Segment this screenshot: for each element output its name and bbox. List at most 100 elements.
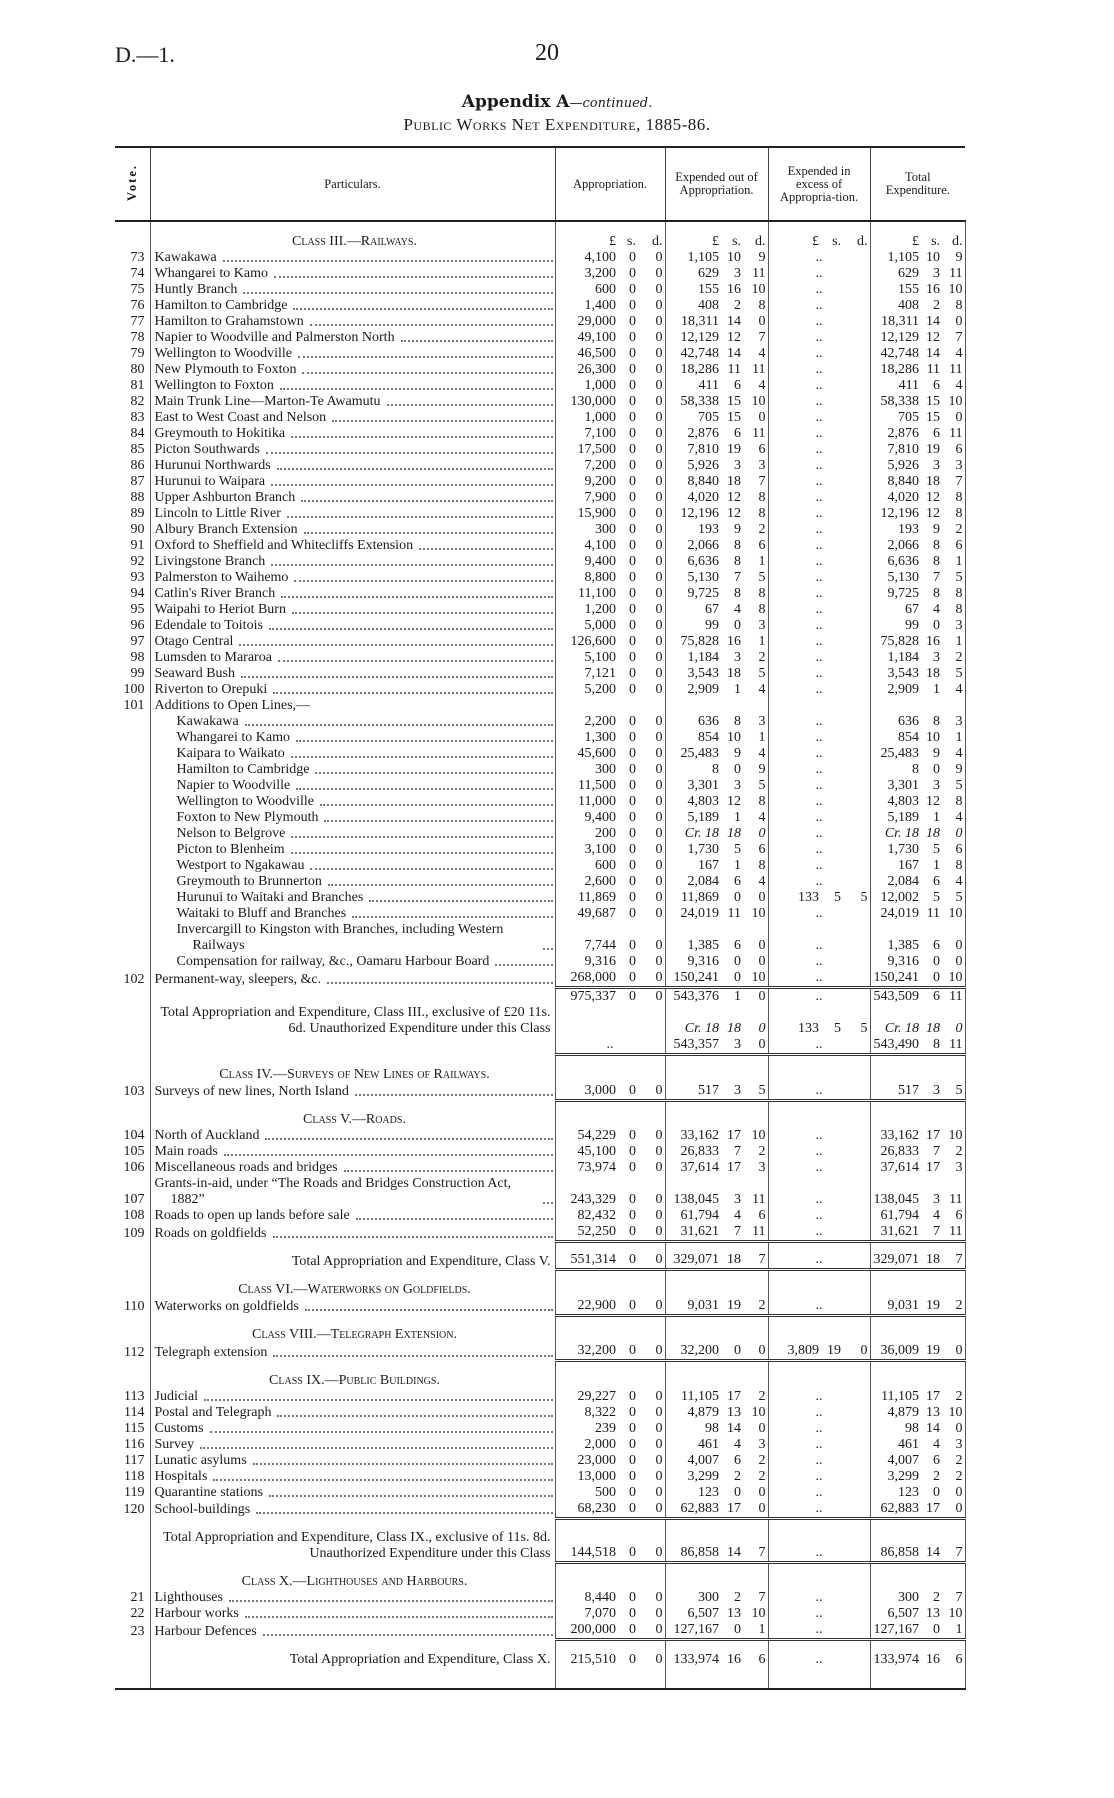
total-shillings: 11: [926, 362, 941, 377]
appropriation-pence: 0: [639, 778, 666, 794]
appropriation-pence: 0: [639, 858, 666, 874]
appropriation-pence: 0: [639, 1297, 666, 1315]
appropriation-pence: 0: [639, 970, 666, 988]
class-heading-row: Class X.—Lighthouses and Harbours.: [115, 1560, 966, 1590]
particulars: Total Appropriation and Expenditure, Cla…: [149, 1518, 556, 1562]
particulars-text: North of Auckland: [154, 1128, 260, 1143]
excess-nil: ..: [768, 1436, 871, 1453]
total-pence: 3: [943, 458, 966, 474]
particulars-text: Albury Branch Extension: [154, 522, 298, 537]
expended-pence: 0: [744, 410, 769, 426]
vote-number: 98: [130, 650, 145, 665]
dot-leader: [279, 388, 553, 390]
excess-nil: ..: [768, 1468, 871, 1485]
appropriation-pounds: 4,100: [584, 538, 617, 553]
expended-pounds: 193: [698, 522, 720, 537]
expended-shillings: 0: [734, 1343, 742, 1358]
expended-pounds: 42,748: [680, 346, 720, 361]
excess-nil: ..: [768, 618, 871, 634]
appropriation-shillings: 0: [629, 954, 636, 969]
excess-nil: ..: [768, 1037, 871, 1055]
total-pounds: 58,338: [880, 394, 920, 409]
excess-nil: ..: [768, 842, 871, 858]
table-row: Westport to Ngakawau 600 0 0 167 1 8.. 167 1 8: [115, 858, 966, 874]
particulars-text: Waipahi to Heriot Burn: [154, 602, 286, 617]
excess-nil: ..: [768, 1606, 871, 1622]
particulars-text: Upper Ashburton Branch: [154, 490, 296, 505]
excess-nil: ..: [768, 922, 871, 954]
total-shillings: 18: [922, 1240, 944, 1270]
particulars-text: Class X.—Lighthouses and Harbours.: [241, 1574, 468, 1589]
expended-pence: 2: [744, 1144, 769, 1160]
vote-number: [115, 1270, 150, 1298]
vote-number: 102: [123, 971, 145, 987]
excess-nil: ..: [768, 650, 871, 666]
expended-shillings: 12: [727, 490, 742, 505]
appropriation-pence: 0: [639, 714, 666, 730]
appropriation-pence: 0: [639, 362, 666, 378]
expended-shillings: 8: [734, 714, 742, 729]
expended-shillings: 18: [727, 826, 742, 841]
total-pounds: 1,730: [887, 842, 920, 857]
particulars-line: Nelson to Belgrove: [155, 826, 555, 842]
expended-pence: 5: [744, 570, 769, 586]
vote-number: 87: [130, 474, 145, 489]
appropriation-pounds: 3,000: [584, 1082, 617, 1098]
expended-pence: 4: [744, 746, 769, 762]
expended-pence: 4: [744, 378, 769, 394]
dot-leader: [265, 452, 553, 454]
total-pence: 8: [943, 858, 966, 874]
vote-number: 103: [123, 1084, 145, 1099]
particulars-line: Waterworks on goldfields: [155, 1299, 555, 1315]
appropriation-shillings: 0: [629, 666, 636, 681]
total-shillings: 18: [926, 474, 941, 489]
total-shillings: 8: [933, 714, 941, 729]
total-unit-p: £: [912, 234, 920, 249]
total-pence: 0: [943, 1420, 966, 1437]
expended-pounds: 300: [698, 1590, 720, 1605]
total-pounds: 3,543: [887, 666, 920, 681]
total-pence: 2: [943, 522, 966, 538]
table-row: 105 Main roads 45,100 0 0 26,833 7 2.. 26,833 7 2: [115, 1144, 966, 1160]
dot-leader: [222, 260, 553, 262]
expended-pounds: 2,876: [687, 426, 720, 441]
dot-leader: [239, 644, 553, 646]
expended-pounds: 99: [705, 618, 720, 633]
table-row: 88 Upper Ashburton Branch 7,900 0 0 4,020 12 8.…: [115, 490, 966, 506]
expended-pence: 9: [744, 250, 769, 266]
total-shillings: 8: [933, 538, 941, 553]
particulars: Postal and Telegraph: [149, 1404, 556, 1421]
excess-nil: ..: [768, 1160, 871, 1176]
particulars: Hurunui to Waitaki and Branches: [149, 890, 556, 906]
total-pence: 9: [943, 250, 966, 266]
particulars-line: Oxford to Sheffield and Whitecliffs Exte…: [155, 538, 555, 554]
vote-number: 23: [130, 1623, 145, 1639]
total-shillings: 6: [933, 378, 941, 393]
appropriation-pence: 0: [639, 1436, 666, 1453]
expended-pounds: 7,810: [687, 442, 720, 457]
appropriation-pence: 0: [639, 1500, 666, 1518]
total-shillings: 3: [933, 1192, 941, 1207]
total-pounds: 4,020: [887, 490, 920, 505]
table-row: 117 Lunatic asylums 23,000 0 0 4,007 6 2.. 4,007…: [115, 1452, 966, 1469]
total-shillings: 9: [933, 522, 941, 537]
appropriation-pence: 0: [639, 298, 666, 314]
appropriation-shillings: 0: [629, 778, 636, 793]
expended-shillings: 7: [734, 1144, 742, 1159]
particulars-line: Livingstone Branch: [155, 554, 555, 570]
particulars-line: North of Auckland: [155, 1128, 555, 1144]
appropriation-pounds: 2,600: [584, 874, 617, 889]
particulars-text: Hurunui Northwards: [154, 458, 271, 473]
expended-shillings: 0: [734, 1484, 742, 1500]
appropriation-pence: 0: [639, 282, 666, 298]
particulars-line: East to West Coast and Nelson: [155, 410, 555, 426]
vote-number: 95: [130, 602, 145, 617]
particulars-text: Class IV.—Surveys of New Lines of Railwa…: [219, 1066, 490, 1082]
table-row: 116 Survey 2,000 0 0 461 4 3.. 461 4 3: [115, 1436, 966, 1453]
total-pence: 6: [943, 442, 966, 458]
particulars: Napier to Woodville: [149, 778, 556, 794]
total-pounds: 2,066: [887, 538, 920, 553]
appropriation-pence: 0: [639, 730, 666, 746]
dot-leader: [265, 1138, 553, 1140]
particulars: Roads to open up lands before sale: [149, 1208, 556, 1224]
